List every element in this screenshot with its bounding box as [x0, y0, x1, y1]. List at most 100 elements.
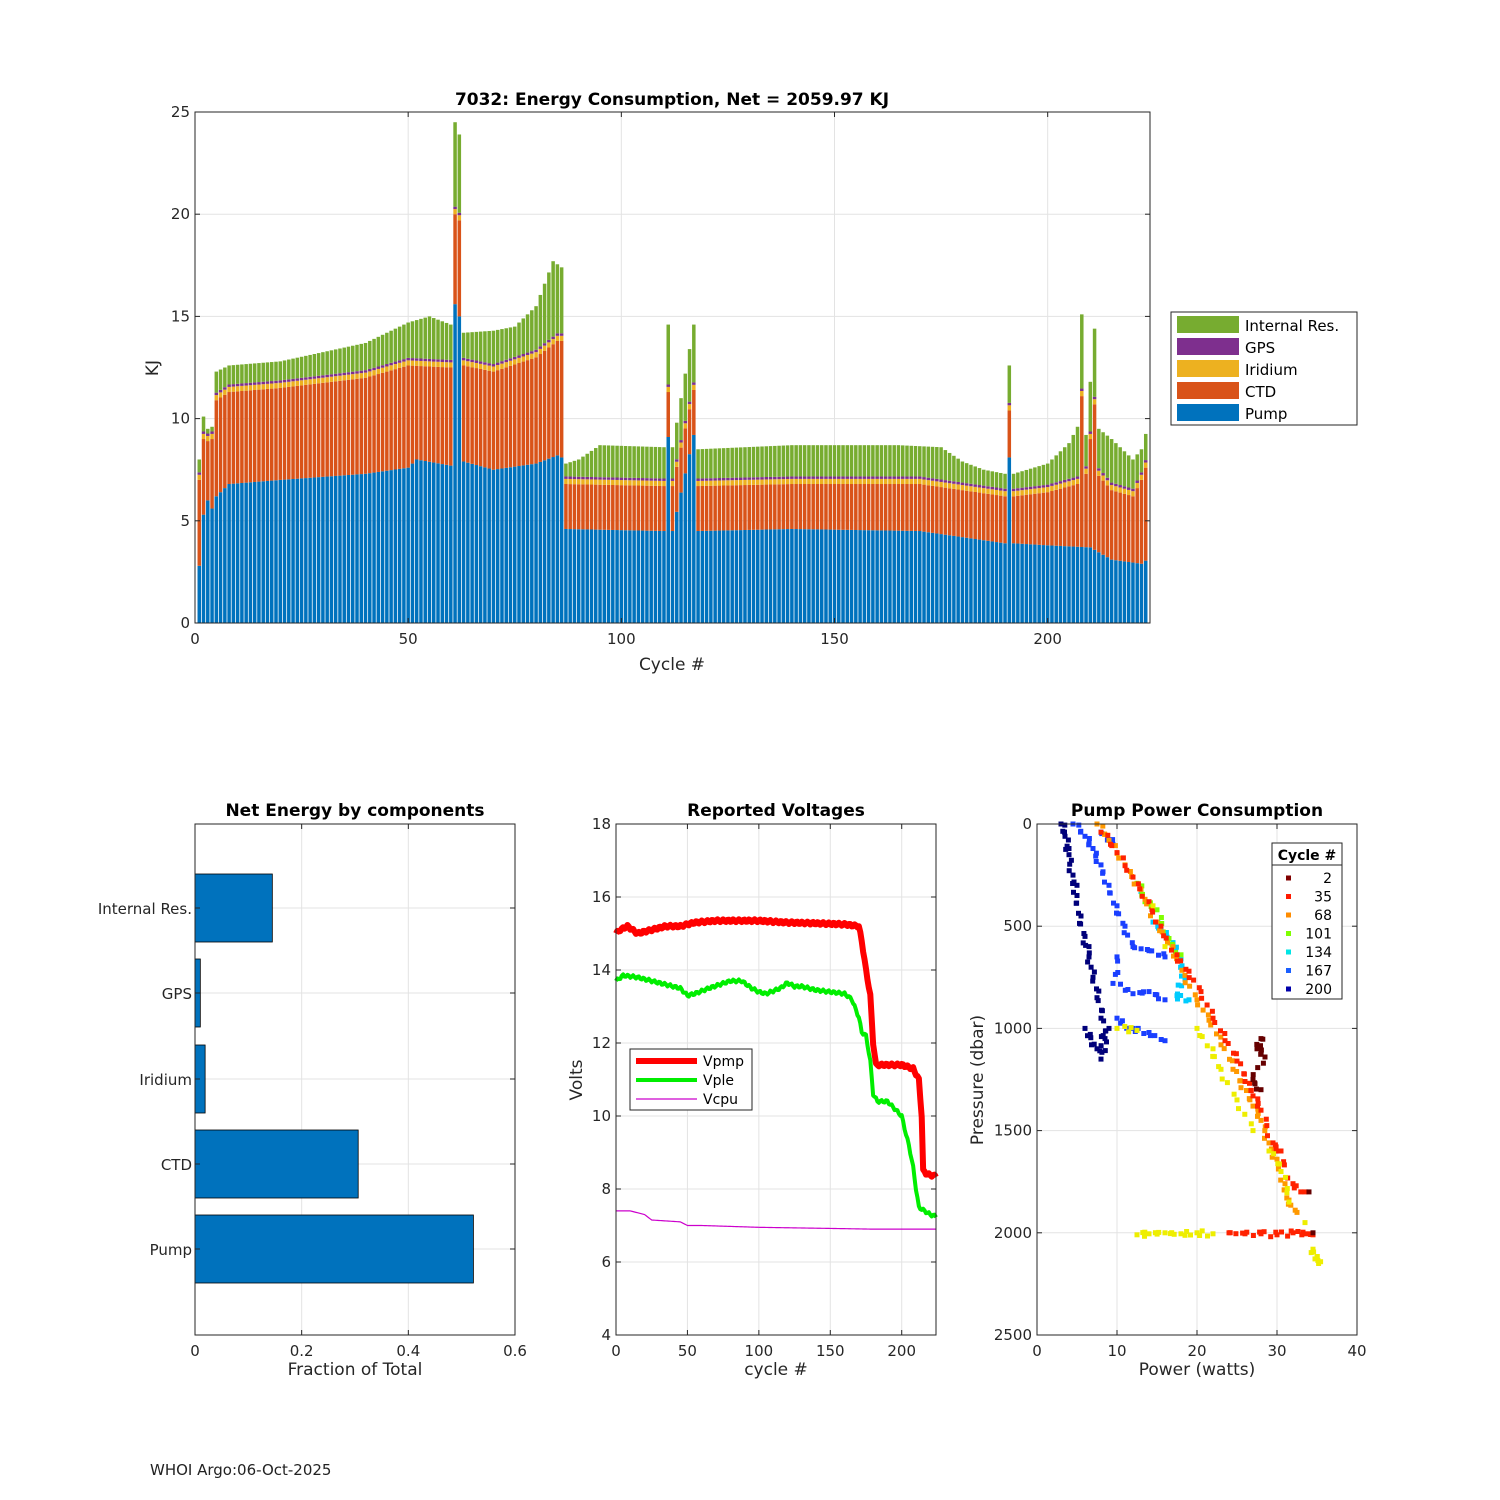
bar-pump-cycle-20 — [278, 479, 283, 623]
bar-iridium-cycle-12 — [244, 385, 248, 391]
voltages-xtick-label: 100 — [745, 1342, 774, 1360]
energy-legend-label: GPS — [1245, 339, 1275, 357]
bar-internal-cycle-18 — [269, 362, 274, 382]
bar-ctd-cycle-223 — [1143, 467, 1148, 561]
pump-point-cycle-68 — [1250, 1103, 1256, 1109]
pump-point-cycle-200 — [1081, 931, 1087, 936]
bar-pump-cycle-211 — [1092, 549, 1097, 623]
bar-iridium-cycle-182 — [969, 486, 973, 492]
bar-ctd-cycle-196 — [1028, 494, 1033, 545]
energy-legend-label: Internal Res. — [1245, 317, 1339, 335]
pump-point-cycle-167 — [1152, 1033, 1158, 1039]
pump-point-cycle-167 — [1112, 971, 1118, 977]
bar-pump-cycle-91 — [581, 529, 585, 623]
bar-ctd-cycle-115 — [683, 428, 688, 474]
bar-iridium-cycle-136 — [773, 479, 777, 485]
bar-pump-cycle-59 — [444, 464, 449, 623]
voltages-xtick-label: 0 — [611, 1342, 621, 1360]
bar-ctd-cycle-94 — [594, 484, 598, 530]
pump-legend-marker — [1286, 949, 1291, 955]
pump-point-cycle-200 — [1082, 1025, 1088, 1031]
bar-iridium-cycle-56 — [432, 361, 436, 367]
voltages-xlabel: cycle # — [744, 1360, 808, 1380]
pump-point-cycle-167 — [1120, 920, 1126, 926]
pump-point-cycle-68 — [1247, 1097, 1253, 1103]
bar-pump-cycle-113 — [675, 511, 679, 623]
pump-point-cycle-220 — [1182, 1232, 1188, 1238]
voltages-ytick-label: 4 — [601, 1326, 611, 1344]
bar-internal-cycle-16 — [261, 362, 265, 382]
bar-iridium-cycle-44 — [380, 367, 385, 373]
pump-point-cycle-200 — [1100, 1033, 1106, 1039]
bar-iridium-cycle-26 — [304, 379, 308, 385]
bar-ctd-cycle-142 — [798, 484, 803, 530]
bar-gps-cycle-5 — [214, 392, 219, 396]
bar-gps-cycle-210 — [1088, 431, 1093, 434]
components-xlabel: Fraction of Total — [288, 1360, 423, 1380]
bar-pump-cycle-155 — [854, 530, 858, 623]
footer-caption: WHOI Argo:06-Oct-2025 — [150, 1461, 332, 1479]
pump-point-cycle-68 — [1282, 1181, 1288, 1187]
pump-point-cycle-35 — [1135, 881, 1141, 887]
bar-pump-cycle-198 — [1037, 544, 1041, 623]
bar-iridium-cycle-13 — [248, 385, 253, 391]
bar-internal-cycle-71 — [495, 329, 500, 363]
bar-internal-cycle-61 — [453, 122, 457, 207]
bar-gps-cycle-18 — [269, 381, 274, 384]
bar-iridium-cycle-145 — [811, 478, 815, 485]
bar-gps-cycle-152 — [841, 476, 845, 479]
bar-iridium-cycle-28 — [312, 378, 317, 384]
bar-iridium-cycle-160 — [875, 478, 879, 485]
bar-internal-cycle-126 — [730, 447, 734, 478]
pump-point-cycle-134 — [1175, 996, 1180, 1002]
pump-point-cycle-167 — [1107, 890, 1113, 896]
bar-pump-cycle-67 — [478, 466, 483, 623]
bar-gps-cycle-111 — [666, 384, 670, 387]
bar-internal-cycle-85 — [555, 264, 560, 334]
pump-point-cycle-220 — [1231, 1091, 1237, 1097]
pump-point-cycle-35 — [1281, 1159, 1287, 1165]
bar-internal-cycle-107 — [649, 446, 653, 479]
bar-internal-cycle-161 — [879, 445, 884, 477]
pump-legend-label: 35 — [1314, 890, 1332, 906]
bar-iridium-cycle-138 — [781, 479, 786, 485]
bar-pump-cycle-12 — [244, 482, 248, 623]
pump-point-cycle-200 — [1102, 1048, 1108, 1054]
bar-gps-cycle-47 — [393, 361, 398, 365]
pump-point-cycle-220 — [1219, 1076, 1225, 1082]
bar-iridium-cycle-213 — [1101, 475, 1105, 481]
bar-pump-cycle-117 — [692, 434, 696, 623]
bar-ctd-cycle-200 — [1045, 492, 1050, 546]
bar-ctd-cycle-165 — [896, 484, 901, 531]
bar-pump-cycle-52 — [414, 459, 419, 623]
pump-point-cycle-35 — [1153, 919, 1158, 925]
pump-point-cycle-200 — [1085, 959, 1091, 965]
pump-point-cycle-35 — [1146, 899, 1152, 905]
pump-point-cycle-200 — [1078, 921, 1084, 927]
bar-ctd-cycle-93 — [589, 484, 594, 530]
pump-point-cycle-220 — [1210, 1053, 1216, 1059]
bar-ctd-cycle-150 — [832, 484, 837, 530]
bar-pump-cycle-213 — [1101, 554, 1105, 623]
bar-gps-cycle-36 — [346, 372, 351, 375]
bar-gps-cycle-49 — [402, 359, 406, 362]
bar-pump-cycle-101 — [623, 530, 628, 623]
pump-point-cycle-220 — [1315, 1258, 1321, 1263]
bar-ctd-cycle-221 — [1135, 488, 1139, 564]
bar-ctd-cycle-57 — [436, 366, 440, 464]
pump-point-cycle-68 — [1262, 1128, 1268, 1134]
bar-ctd-cycle-203 — [1058, 488, 1063, 546]
bar-pump-cycle-140 — [790, 528, 794, 623]
pump-point-cycle-200 — [1087, 1031, 1093, 1037]
bar-pump-cycle-126 — [730, 530, 734, 623]
bar-pump-cycle-50 — [406, 467, 410, 623]
bar-iridium-cycle-89 — [572, 479, 577, 485]
bar-gps-cycle-151 — [837, 476, 841, 479]
bar-gps-cycle-40 — [363, 370, 368, 373]
bar-ctd-cycle-22 — [287, 386, 291, 480]
bar-internal-cycle-3 — [206, 428, 210, 434]
pump-point-cycle-68 — [1255, 1106, 1261, 1112]
pump-point-cycle-101 — [1166, 936, 1172, 941]
bar-internal-cycle-211 — [1092, 328, 1097, 397]
bar-gps-cycle-61 — [453, 206, 457, 210]
